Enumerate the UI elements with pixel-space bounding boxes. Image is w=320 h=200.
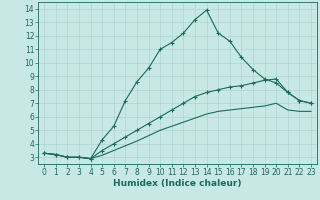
X-axis label: Humidex (Indice chaleur): Humidex (Indice chaleur) xyxy=(113,179,242,188)
